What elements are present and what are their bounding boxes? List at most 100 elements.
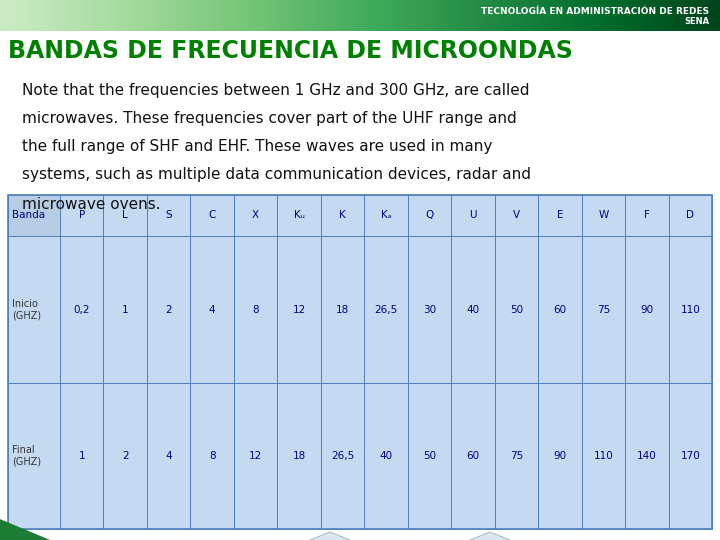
Bar	[582, 237, 625, 383]
Bar	[190, 194, 234, 237]
Bar	[408, 237, 451, 383]
Text: 60: 60	[467, 451, 480, 461]
Bar	[451, 194, 495, 237]
Text: 40: 40	[379, 451, 392, 461]
Bar	[147, 383, 190, 529]
Text: 18: 18	[292, 451, 306, 461]
Text: V: V	[513, 211, 520, 220]
Bar	[8, 237, 60, 383]
Bar	[60, 194, 104, 237]
Text: the full range of SHF and EHF. These waves are used in many: the full range of SHF and EHF. These wav…	[22, 139, 492, 154]
Text: 40: 40	[467, 305, 480, 315]
Text: Final
(GHZ): Final (GHZ)	[12, 445, 41, 467]
Bar	[190, 383, 234, 529]
Bar	[364, 383, 408, 529]
Bar	[147, 237, 190, 383]
Text: Q: Q	[426, 211, 433, 220]
Text: microwaves. These frequencies cover part of the UHF range and: microwaves. These frequencies cover part…	[22, 111, 517, 126]
Text: X: X	[252, 211, 259, 220]
Polygon shape	[0, 519, 50, 540]
Bar	[234, 237, 277, 383]
Text: 18: 18	[336, 305, 349, 315]
Text: 140: 140	[637, 451, 657, 461]
Text: 110: 110	[680, 305, 700, 315]
Text: 0,2: 0,2	[73, 305, 90, 315]
Text: D: D	[686, 211, 694, 220]
Bar	[538, 237, 582, 383]
Bar	[8, 194, 712, 529]
Bar	[408, 383, 451, 529]
Bar	[277, 237, 321, 383]
Bar	[364, 237, 408, 383]
Text: Kᵤ: Kᵤ	[294, 211, 305, 220]
Bar	[625, 383, 669, 529]
Bar	[147, 194, 190, 237]
Text: BANDAS DE FRECUENCIA DE MICROONDAS: BANDAS DE FRECUENCIA DE MICROONDAS	[8, 39, 573, 63]
Text: 170: 170	[680, 451, 700, 461]
Text: 4: 4	[166, 451, 172, 461]
Text: 110: 110	[593, 451, 613, 461]
Text: 12: 12	[292, 305, 306, 315]
Bar	[8, 194, 60, 237]
Bar	[669, 383, 712, 529]
Text: E: E	[557, 211, 563, 220]
Bar	[582, 383, 625, 529]
Bar	[104, 194, 147, 237]
Text: 1: 1	[78, 451, 85, 461]
Text: 12: 12	[249, 451, 262, 461]
Text: SENA: SENA	[684, 17, 709, 26]
Text: S: S	[166, 211, 172, 220]
Text: systems, such as multiple data communication devices, radar and: systems, such as multiple data communica…	[22, 167, 531, 181]
Bar	[104, 237, 147, 383]
Bar	[495, 383, 538, 529]
Bar	[495, 237, 538, 383]
Text: C: C	[209, 211, 216, 220]
Text: Kₐ: Kₐ	[381, 211, 392, 220]
Text: Note that the frequencies between 1 GHz and 300 GHz, are called: Note that the frequencies between 1 GHz …	[22, 83, 529, 98]
Bar	[190, 237, 234, 383]
Text: P: P	[78, 211, 85, 220]
Bar	[321, 383, 364, 529]
Bar	[364, 194, 408, 237]
Bar	[321, 194, 364, 237]
Bar	[451, 237, 495, 383]
Bar	[8, 383, 60, 529]
Bar	[408, 194, 451, 237]
Bar	[538, 383, 582, 529]
Text: 50: 50	[423, 451, 436, 461]
Bar	[669, 237, 712, 383]
Text: 75: 75	[510, 451, 523, 461]
Bar	[538, 194, 582, 237]
Bar	[451, 383, 495, 529]
Text: 2: 2	[166, 305, 172, 315]
Text: 26,5: 26,5	[331, 451, 354, 461]
Text: 60: 60	[553, 305, 567, 315]
Polygon shape	[302, 532, 358, 540]
Bar	[321, 237, 364, 383]
Text: U: U	[469, 211, 477, 220]
Text: Banda: Banda	[12, 211, 45, 220]
Text: 90: 90	[553, 451, 567, 461]
Bar	[234, 194, 277, 237]
Text: 2: 2	[122, 451, 128, 461]
Text: 26,5: 26,5	[374, 305, 397, 315]
Bar	[8, 194, 712, 529]
Text: 50: 50	[510, 305, 523, 315]
Text: 8: 8	[209, 451, 215, 461]
Polygon shape	[462, 532, 518, 540]
Text: Inicio
(GHZ): Inicio (GHZ)	[12, 299, 41, 320]
Text: 75: 75	[597, 305, 610, 315]
Text: L: L	[122, 211, 128, 220]
Bar	[277, 194, 321, 237]
Text: 4: 4	[209, 305, 215, 315]
Bar	[625, 194, 669, 237]
Bar	[582, 194, 625, 237]
Bar	[60, 237, 104, 383]
Bar	[234, 383, 277, 529]
Text: 90: 90	[640, 305, 653, 315]
Text: microwave ovens.: microwave ovens.	[22, 197, 161, 212]
Text: TECNOLOGÍA EN ADMINISTRACIÓN DE REDES: TECNOLOGÍA EN ADMINISTRACIÓN DE REDES	[481, 7, 709, 16]
Bar	[104, 383, 147, 529]
Bar	[277, 383, 321, 529]
Text: 8: 8	[252, 305, 259, 315]
